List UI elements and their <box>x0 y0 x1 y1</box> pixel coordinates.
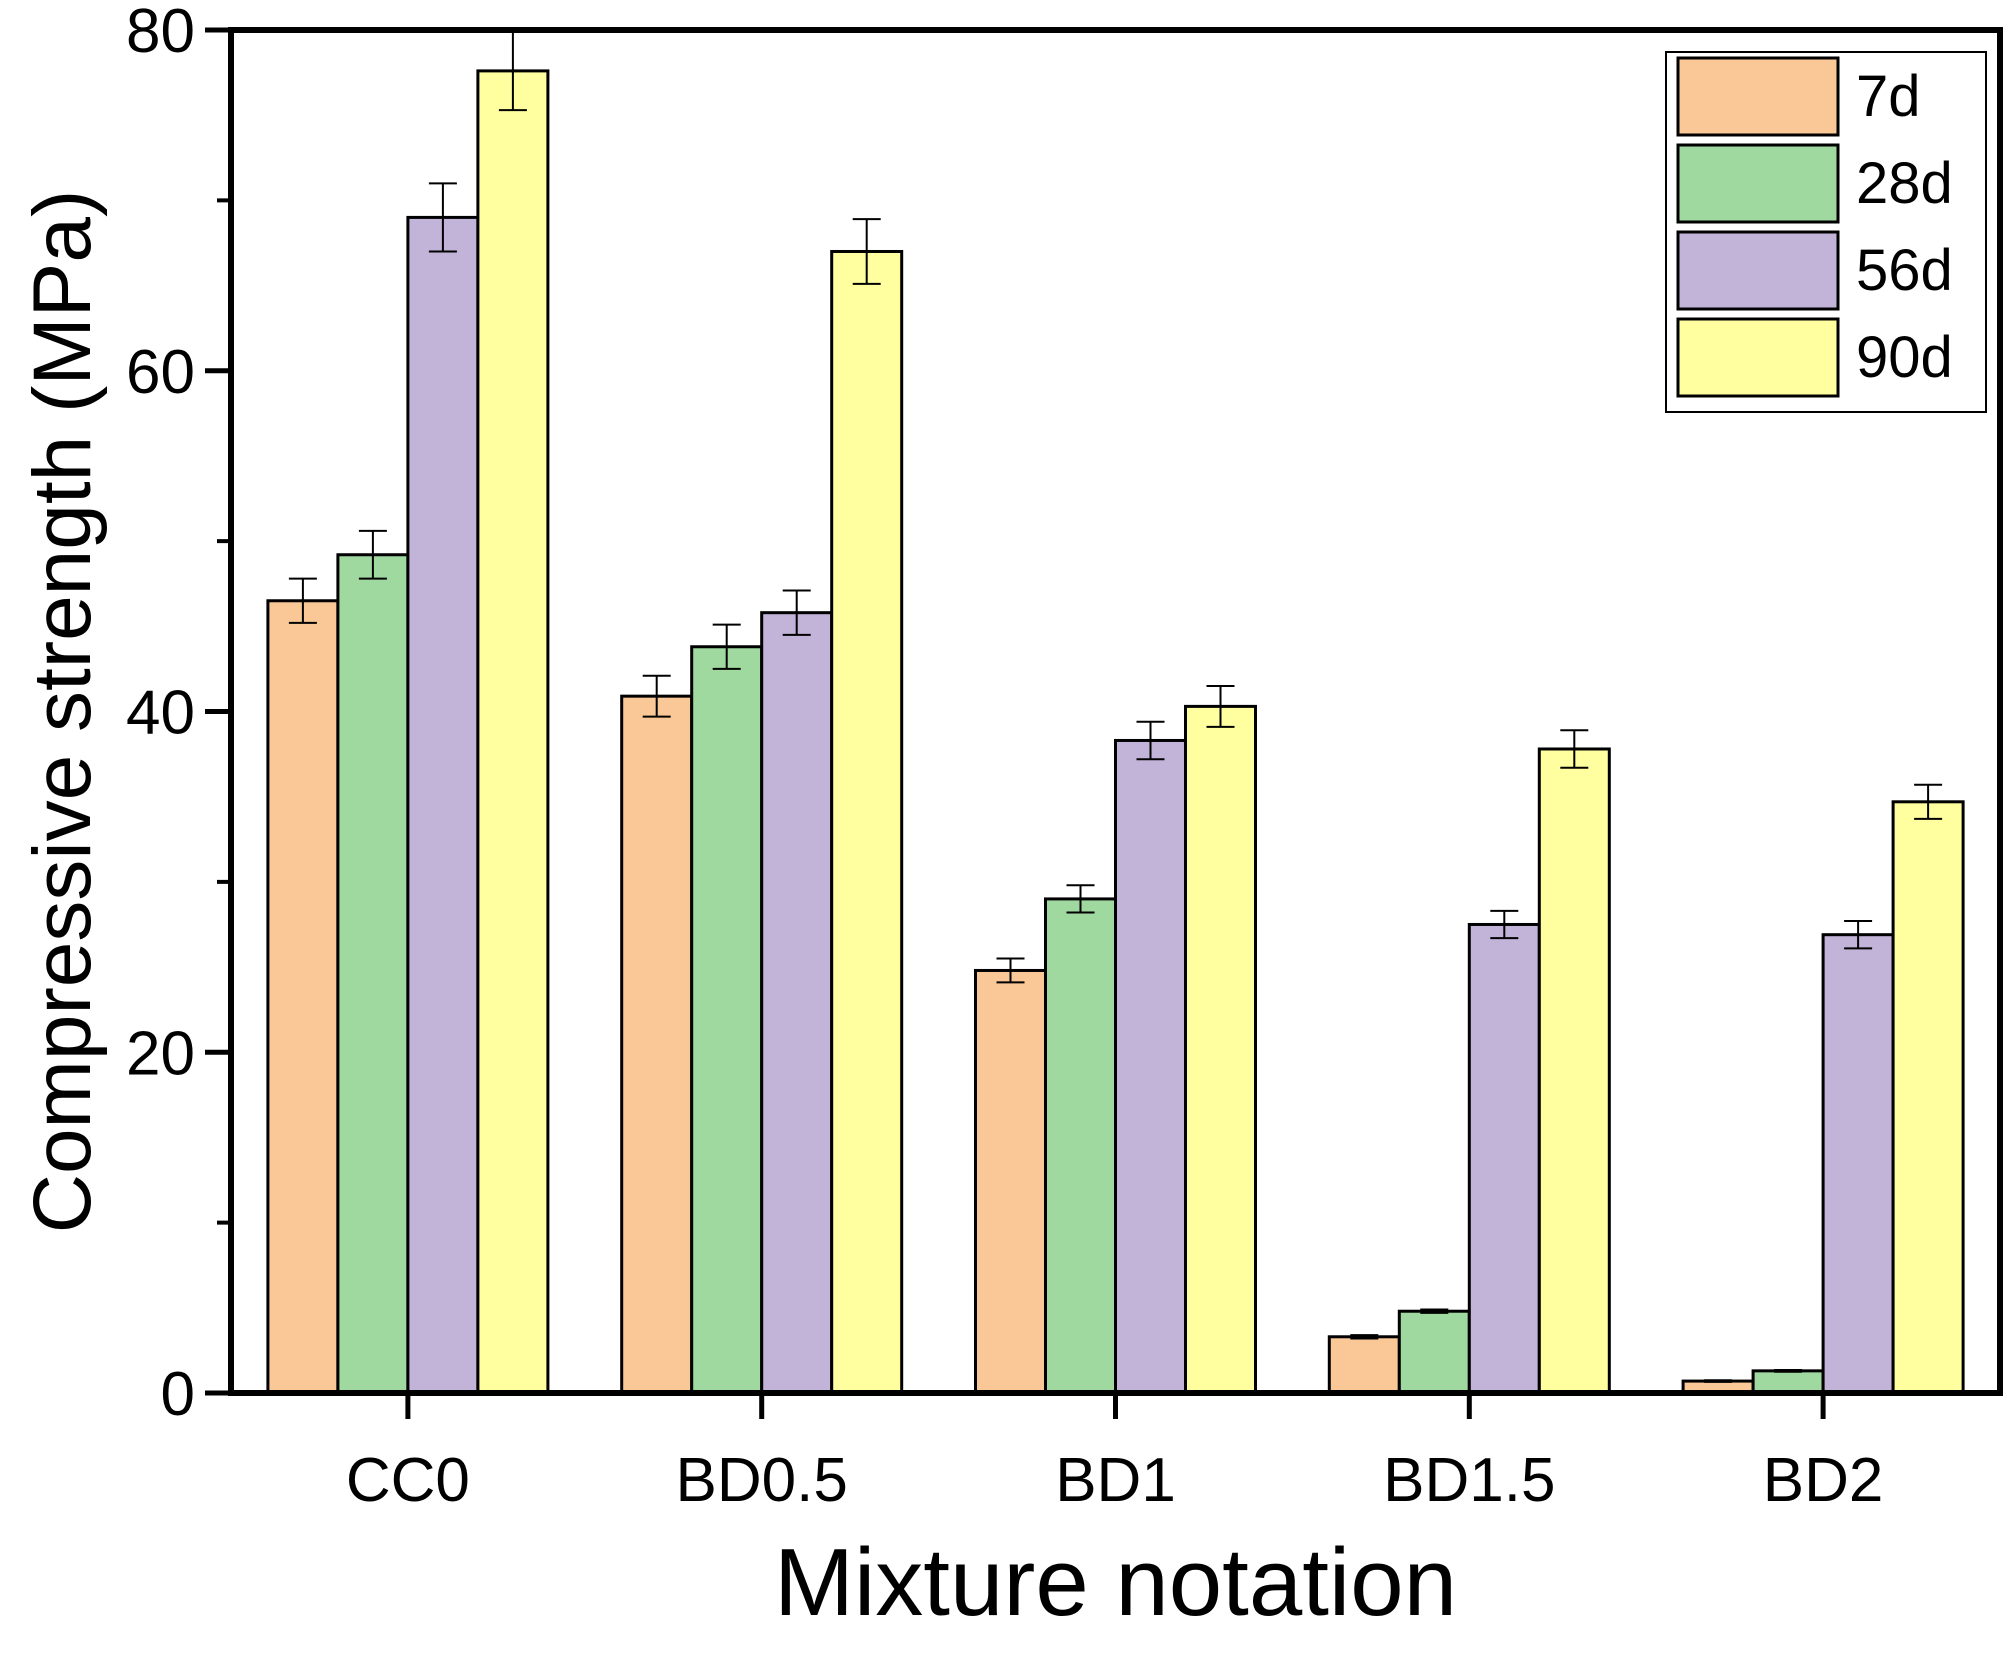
error-bar-BD1-28d <box>1066 884 1095 914</box>
bar-CC0-56d <box>406 215 480 1395</box>
bar-CC0-28d <box>336 553 410 1395</box>
bar-BD1-28d <box>1044 897 1117 1395</box>
x-axis-title: Mixture notation <box>774 1529 1457 1636</box>
x-axis: CC0 BD0.5 BD1 BD1.5 BD2 <box>346 1393 1884 1515</box>
legend-swatch <box>1676 230 1840 311</box>
bar-BD0.5-56d <box>760 611 834 1395</box>
legend-label: 7d <box>1856 64 1921 129</box>
y-tick-label: 80 <box>126 0 195 66</box>
x-category-label: BD1.5 <box>1383 1446 1555 1515</box>
legend-swatch <box>1676 56 1840 137</box>
y-axis-title: Compressive strength (MPa) <box>17 190 108 1234</box>
bar-BD1.5-28d <box>1397 1309 1471 1395</box>
error-bar-BD2-7d <box>1704 1379 1733 1383</box>
bar-BD1.5-7d <box>1327 1335 1401 1395</box>
legend: 7d 28d 56d 90d <box>1665 51 1987 413</box>
error-bar-BD1-7d <box>996 957 1025 984</box>
y-tick-label: 40 <box>126 679 195 748</box>
bar-CC0-90d <box>476 69 550 1395</box>
error-bar-CC0-56d <box>428 182 457 253</box>
x-category-label: BD0.5 <box>676 1446 848 1515</box>
legend-label: 90d <box>1856 325 1953 390</box>
error-bar-BD1-90d <box>1206 684 1235 728</box>
legend-label: 28d <box>1856 151 1953 216</box>
error-bars-group <box>288 30 1943 1383</box>
error-bar-CC0-7d <box>288 577 317 624</box>
error-bar-BD2-90d <box>1914 783 1943 820</box>
plot-frame <box>228 27 2003 1396</box>
bar-BD1-7d <box>974 968 1047 1395</box>
x-category-label: BD1 <box>1055 1446 1176 1515</box>
error-bar-BD0.5-90d <box>852 218 881 285</box>
error-bar-BD0.5-28d <box>712 623 741 670</box>
x-category-label: BD2 <box>1763 1446 1884 1515</box>
legend-item-28d: 28d <box>1676 143 1953 224</box>
bar-BD1-90d <box>1184 704 1257 1395</box>
x-category-label: CC0 <box>346 1446 470 1515</box>
error-bar-BD0.5-7d <box>642 674 671 718</box>
bar-BD2-28d <box>1751 1369 1825 1395</box>
error-bar-BD1.5-7d <box>1350 1334 1379 1340</box>
y-tick-label: 60 <box>126 338 195 407</box>
error-bar-BD0.5-56d <box>782 589 811 636</box>
legend-swatch <box>1676 143 1840 224</box>
bar-CC0-7d <box>266 599 340 1395</box>
bar-BD1-56d <box>1114 738 1187 1395</box>
error-bar-BD2-56d <box>1844 920 1873 950</box>
legend-item-7d: 7d <box>1676 56 1921 137</box>
error-bar-BD1.5-28d <box>1420 1308 1449 1314</box>
bar-BD1.5-90d <box>1537 747 1611 1395</box>
bar-BD0.5-7d <box>620 694 694 1395</box>
error-bar-BD1.5-90d <box>1560 729 1589 769</box>
bar-BD2-90d <box>1891 800 1965 1395</box>
error-bar-BD2-28d <box>1774 1368 1803 1373</box>
error-bar-BD1.5-56d <box>1490 909 1519 940</box>
legend-swatch <box>1676 317 1840 398</box>
y-tick-label: 0 <box>161 1360 195 1429</box>
y-tick-label: 20 <box>126 1019 195 1088</box>
legend-label: 56d <box>1856 238 1953 303</box>
bar-BD0.5-90d <box>830 249 904 1395</box>
legend-item-56d: 56d <box>1676 230 1953 311</box>
bar-BD1.5-56d <box>1467 922 1541 1395</box>
y-axis: 0 20 40 60 80 <box>126 0 231 1429</box>
error-bar-BD1-56d <box>1136 720 1165 761</box>
error-bar-CC0-28d <box>358 529 387 580</box>
bar-BD2-56d <box>1821 933 1895 1395</box>
legend-item-90d: 90d <box>1676 317 1953 398</box>
bar-BD0.5-28d <box>690 645 764 1395</box>
